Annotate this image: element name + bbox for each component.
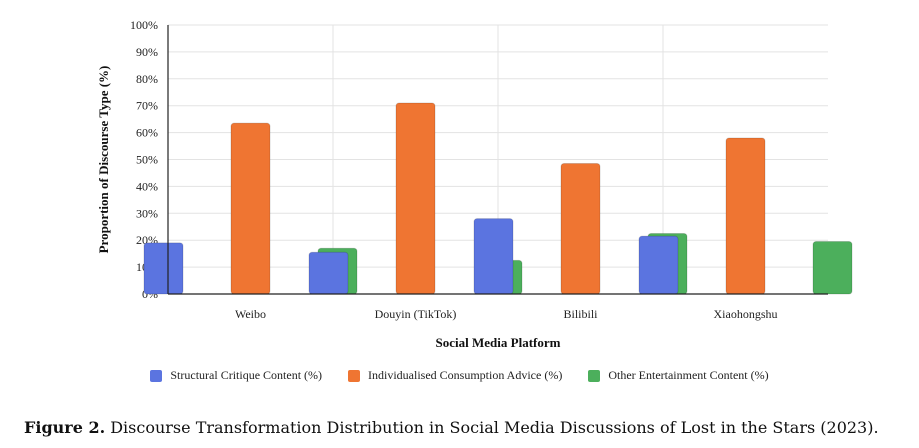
y-tick-label: 50% — [136, 153, 158, 167]
y-tick-label: 90% — [136, 45, 158, 59]
figure-caption: Figure 2. Discourse Transformation Distr… — [24, 418, 879, 437]
x-tick-labels: Weibo Douyin (TikTok) Bilibili Xiaohongshu — [235, 307, 778, 321]
y-tick-label: 30% — [136, 206, 158, 220]
legend-label-entertainment: Other Entertainment Content (%) — [608, 368, 769, 382]
legend-item-entertainment: Other Entertainment Content (%) — [588, 368, 769, 383]
legend-item-consumption: Individualised Consumption Advice (%) — [348, 368, 562, 383]
legend-swatch-consumption — [348, 369, 361, 382]
legend: Structural Critique Content (%) Individu… — [0, 368, 919, 383]
x-tick-label: Douyin (TikTok) — [375, 307, 457, 321]
caption-text: Discourse Transformation Distribution in… — [105, 418, 879, 437]
bar-chart: 0%10%20%30%40%50%60%70%80%90%100% WeiboD… — [96, 18, 853, 350]
y-tick-label: 40% — [136, 179, 158, 193]
x-axis-title: Social Media Platform — [436, 335, 561, 350]
bar — [812, 241, 853, 295]
x-tick-label: Weibo — [235, 307, 266, 321]
x-tick-label: Bilibili — [563, 307, 598, 321]
legend-swatch-structural — [150, 369, 163, 382]
caption-label: Figure 2. — [24, 418, 106, 437]
bar — [725, 137, 766, 295]
y-axis-title: Proportion of Discourse Type (%) — [96, 66, 111, 254]
y-tick-label: 70% — [136, 99, 158, 113]
legend-label-structural: Structural Critique Content (%) — [170, 368, 323, 382]
legend-label-consumption: Individualised Consumption Advice (%) — [368, 368, 563, 382]
bar — [473, 218, 514, 295]
legend-swatch-entertainment — [588, 369, 601, 382]
bar — [143, 242, 184, 295]
bar — [230, 122, 271, 295]
y-tick-label: 100% — [130, 18, 158, 32]
x-tick-label: Xiaohongshu — [714, 307, 778, 321]
y-tick-label: 80% — [136, 72, 158, 86]
y-tick-label: 60% — [136, 126, 158, 140]
bar — [560, 163, 601, 295]
bars — [143, 102, 853, 295]
bar — [395, 102, 436, 295]
bar — [308, 251, 349, 295]
bar — [638, 235, 679, 295]
legend-item-structural: Structural Critique Content (%) — [150, 368, 322, 383]
